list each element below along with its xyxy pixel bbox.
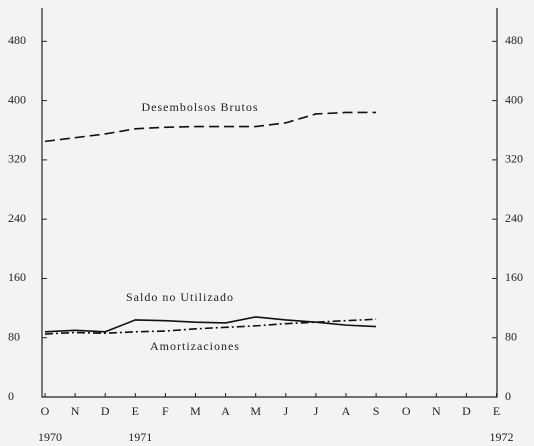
series-line [44, 318, 377, 335]
x-tick-label: A [342, 404, 351, 418]
year-label: 1970 [38, 430, 62, 444]
series-label: Saldo no Utilizado [126, 290, 234, 304]
y-tick-label: 320 [8, 152, 26, 166]
x-tick-label: M [190, 404, 201, 418]
series-line [44, 111, 377, 143]
x-tick-label: M [250, 404, 261, 418]
x-tick-label: E [493, 404, 500, 418]
x-tick-label: J [283, 404, 288, 418]
year-label: 1971 [128, 430, 152, 444]
plot-frame [41, 8, 498, 398]
x-tick-label: D [462, 404, 471, 418]
y2-tick-label: 160 [505, 270, 523, 284]
series-label: Amortizaciones [150, 339, 240, 353]
y-tick-label: 0 [8, 389, 14, 403]
y2-tick-label: 480 [505, 33, 523, 47]
x-tick-label: A [221, 404, 230, 418]
series-label: Desembolsos Brutos [142, 100, 259, 114]
y2-tick-label: 320 [505, 152, 523, 166]
y-tick-label: 480 [8, 33, 26, 47]
y-tick-label: 240 [8, 211, 26, 225]
x-tick-label: N [71, 404, 80, 418]
y-tick-label: 400 [8, 92, 26, 106]
x-tick-label: O [402, 404, 411, 418]
x-tick-label: F [162, 404, 169, 418]
series-line [44, 316, 377, 333]
y2-tick-label: 240 [505, 211, 523, 225]
x-tick-label: S [373, 404, 380, 418]
y-tick-label: 80 [8, 329, 20, 343]
y-tick-label: 160 [8, 270, 26, 284]
x-tick-label: D [101, 404, 110, 418]
y2-tick-label: 400 [505, 92, 523, 106]
x-tick-label: N [432, 404, 441, 418]
x-tick-label: E [132, 404, 139, 418]
x-tick-label: J [314, 404, 319, 418]
x-tick-label: O [41, 404, 50, 418]
y2-tick-label: 80 [505, 329, 517, 343]
year-label: 1972 [490, 430, 514, 444]
y2-tick-label: 0 [505, 389, 511, 403]
